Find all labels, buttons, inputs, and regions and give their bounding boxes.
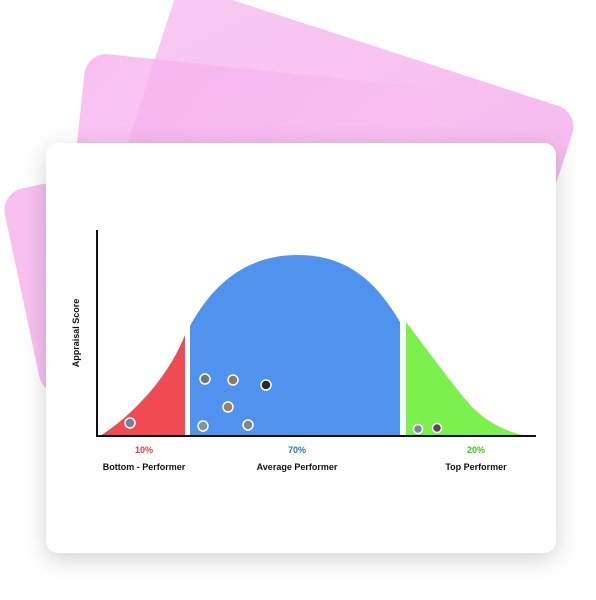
- bottom-performer-percent: 10%: [135, 445, 153, 455]
- avatar-icon[interactable]: [242, 419, 254, 431]
- avatar-icon[interactable]: [222, 401, 234, 413]
- avatar-icon[interactable]: [412, 423, 424, 435]
- avatar-icon[interactable]: [227, 374, 239, 386]
- avatar-icon[interactable]: [199, 373, 211, 385]
- top-performer-percent: 20%: [467, 445, 485, 455]
- average-performer-label: Average Performer: [257, 462, 338, 472]
- average-performer-percent: 70%: [288, 445, 306, 455]
- avatar-icon[interactable]: [260, 379, 272, 391]
- employee-avatars: [124, 373, 443, 435]
- top-performer-area: [406, 322, 528, 436]
- bottom-performer-label: Bottom - Performer: [103, 462, 186, 472]
- avatar-icon[interactable]: [124, 417, 136, 429]
- top-performer-label: Top Performer: [445, 462, 507, 472]
- avatar-icon[interactable]: [197, 420, 209, 432]
- average-performer-area: [190, 255, 400, 436]
- bottom-performer-area: [100, 335, 185, 436]
- avatar-icon[interactable]: [431, 422, 443, 434]
- y-axis-label: Appraisal Score: [71, 299, 81, 368]
